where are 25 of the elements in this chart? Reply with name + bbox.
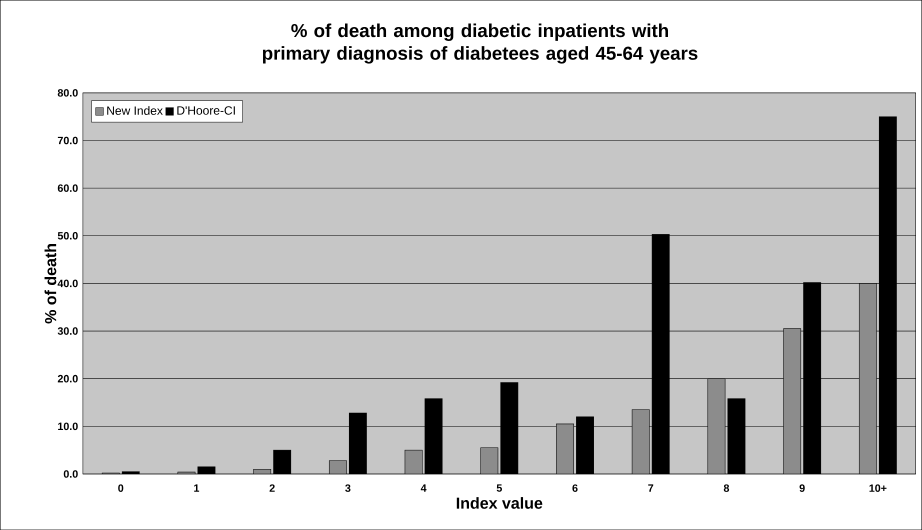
y-tick-label: 80.0 (58, 89, 78, 97)
x-tick-label: 8 (724, 484, 730, 492)
y-axis-title: % of death (44, 244, 56, 324)
x-tick-label: 5 (496, 484, 502, 492)
y-tick-label: 60.0 (58, 184, 78, 192)
y-tick-label: 30.0 (58, 327, 78, 335)
y-tick-label: 50.0 (58, 232, 78, 240)
x-tick-label: 4 (420, 484, 427, 492)
legend-label: D'Hoore-CI (177, 106, 235, 115)
x-tick-label: 10+ (870, 484, 886, 492)
x-axis-title: Index value (456, 496, 542, 509)
x-tick-label: 3 (345, 484, 350, 492)
y-tick-label: 0.0 (64, 470, 78, 478)
y-tick-label: 70.0 (58, 136, 78, 144)
y-tick-label: 20.0 (58, 374, 78, 382)
legend-label: New Index (107, 106, 163, 115)
x-tick-label: 0 (118, 484, 124, 492)
x-tick-label: 2 (270, 484, 275, 492)
x-tick-label: 9 (800, 484, 805, 492)
y-tick-label: 10.0 (58, 422, 78, 430)
chart-title: % of death among diabetic inpatients with primary diagnosis of diabetees aged 45-64 years (262, 23, 698, 64)
x-tick-label: 1 (194, 484, 200, 492)
x-tick-label: 6 (572, 484, 578, 492)
y-tick-label: 40.0 (58, 280, 78, 288)
x-tick-label: 7 (648, 484, 654, 492)
